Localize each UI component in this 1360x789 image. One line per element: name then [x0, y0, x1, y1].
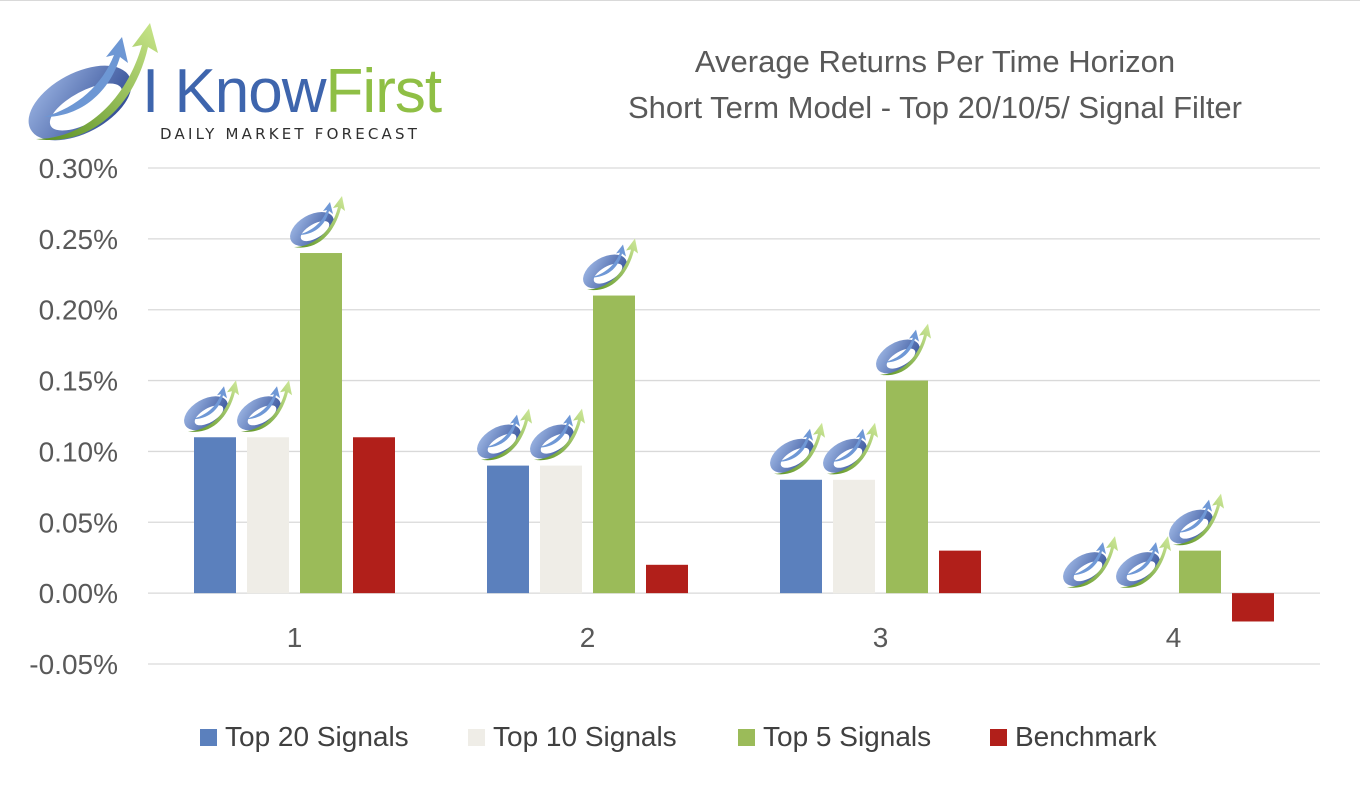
bar-benchmark-1: [353, 437, 395, 593]
bar-top-5-signals-3: [886, 381, 928, 594]
y-tick-label: 0.15%: [39, 366, 118, 397]
logo-marker-icon: [284, 196, 345, 253]
bar-top-5-signals-4: [1179, 551, 1221, 594]
bar-top-20-signals-1: [194, 437, 236, 593]
x-tick-label: 3: [873, 622, 889, 653]
y-tick-label: 0.30%: [39, 153, 118, 184]
logo-marker-icon: [471, 409, 532, 466]
logo-marker-icon: [524, 409, 585, 466]
legend-item: Top 5 Signals: [738, 717, 931, 757]
legend: Top 20 Signals Top 10 Signals Top 5 Signal…: [0, 717, 1360, 757]
bar-top-20-signals-3: [780, 480, 822, 593]
bar-benchmark-2: [646, 565, 688, 593]
legend-label: Top 20 Signals: [225, 721, 409, 753]
bar-top-10-signals-2: [540, 466, 582, 594]
logo-marker-icon: [1110, 536, 1171, 593]
legend-item: Benchmark: [990, 717, 1157, 757]
x-tick-label: 4: [1166, 622, 1182, 653]
bar-top-20-signals-2: [487, 466, 529, 594]
legend-item: Top 10 Signals: [468, 717, 677, 757]
logo-marker-icon: [231, 380, 292, 437]
x-tick-label: 1: [287, 622, 303, 653]
y-tick-label: 0.25%: [39, 224, 118, 255]
legend-item: Top 20 Signals: [200, 717, 409, 757]
bars: [194, 253, 1274, 621]
bar-top-10-signals-3: [833, 480, 875, 593]
bar-top-5-signals-1: [300, 253, 342, 593]
logo-marker-icon: [577, 239, 638, 296]
logo-marker-icon: [870, 324, 931, 381]
legend-swatch: [468, 729, 485, 746]
bar-top-5-signals-2: [593, 296, 635, 594]
y-tick-label: -0.05%: [29, 649, 118, 680]
legend-label: Top 10 Signals: [493, 721, 677, 753]
y-tick-label: 0.20%: [39, 295, 118, 326]
x-tick-label: 2: [580, 622, 596, 653]
logo-marker-icon: [1057, 536, 1118, 593]
y-axis-ticks: 0.30% 0.25% 0.20% 0.15% 0.10% 0.05% 0.00% -0.05…: [29, 153, 118, 680]
y-tick-label: 0.10%: [39, 436, 118, 467]
legend-swatch: [200, 729, 217, 746]
bar-benchmark-3: [939, 551, 981, 594]
legend-swatch: [738, 729, 755, 746]
bar-top-10-signals-1: [247, 437, 289, 593]
legend-swatch: [990, 729, 1007, 746]
y-tick-label: 0.05%: [39, 507, 118, 538]
legend-label: Top 5 Signals: [763, 721, 931, 753]
logo-marker-icon: [178, 380, 239, 437]
y-tick-label: 0.00%: [39, 578, 118, 609]
x-axis-ticks: 1 2 3 4: [287, 622, 1182, 653]
bar-benchmark-4: [1232, 593, 1274, 621]
legend-label: Benchmark: [1015, 721, 1157, 753]
